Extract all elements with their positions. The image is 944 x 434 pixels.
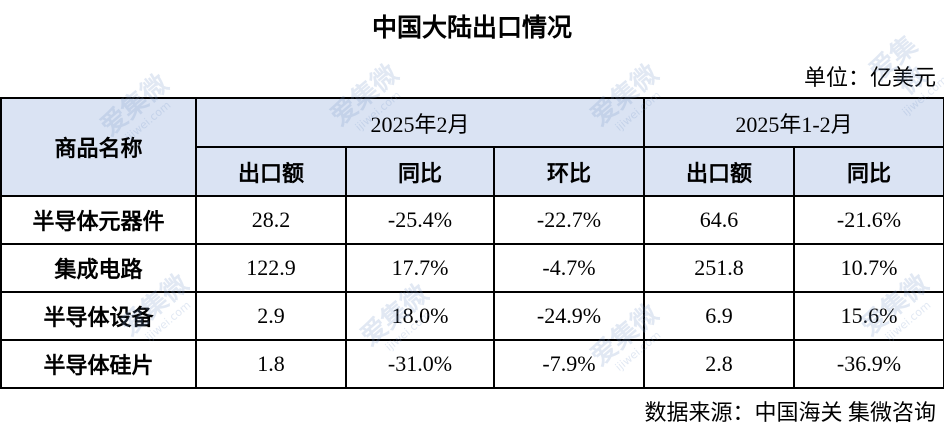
table-cell: -36.9% (792, 339, 944, 389)
table-row: 集成电路 122.9 17.7% -4.7% 251.8 10.7% (0, 243, 944, 293)
table-cell: -31.0% (345, 339, 495, 389)
table-cell: -24.9% (493, 291, 645, 341)
table-cell: -22.7% (493, 195, 645, 245)
table-cell: 2.9 (195, 291, 347, 341)
title: 中国大陆出口情况 (371, 15, 572, 42)
table-cell: 2.8 (643, 339, 795, 389)
header-cell: 出口额 (195, 146, 347, 197)
table-cell: 17.7% (345, 243, 495, 293)
table-row: 半导体硅片 1.8 -31.0% -7.9% 2.8 -36.9% (0, 339, 944, 389)
table-cell: 1.8 (195, 339, 347, 389)
table-cell: 10.7% (792, 243, 944, 293)
table-cell: -4.7% (493, 243, 645, 293)
header-row: 出口额 同比 环比 出口额 同比 (1, 146, 944, 197)
table-cell: 15.6% (792, 291, 944, 341)
header-cell: 环比 (493, 146, 645, 197)
table-cell: 18.0% (345, 291, 495, 341)
header-cell: 2025年1-2月 (642, 97, 944, 148)
row-name: 半导体设备 (0, 291, 197, 341)
row-name: 集成电路 (0, 243, 197, 293)
header-cell: 出口额 (643, 146, 795, 197)
table-row: 半导体设备 2.9 18.0% -24.9% 6.9 15.6% (0, 291, 944, 341)
source: 数据来源：中国海关 集微咨询 (644, 400, 936, 425)
table-cell: -21.6% (792, 195, 944, 245)
table-cell: 6.9 (643, 291, 795, 341)
table-cell: -7.9% (493, 339, 645, 389)
row-name: 半导体元器件 (0, 195, 197, 245)
unit: 单位：亿美元 (803, 65, 936, 90)
table-row: 半导体元器件 28.2 -25.4% -22.7% 64.6 -21.6% (0, 195, 944, 245)
header-row: 商品名称 2025年2月 2025年1-2月 (0, 97, 944, 197)
table-cell: -25.4% (345, 195, 495, 245)
table-cell: 122.9 (195, 243, 347, 293)
header-cell: 商品名称 (0, 97, 197, 197)
table-cell: 28.2 (195, 195, 347, 245)
export-table: 商品名称 2025年2月 2025年1-2月 出口额 同比 环比 出口额 同比 半导体元器件 28… (0, 97, 944, 389)
header-cell: 同比 (345, 146, 495, 197)
header-cell: 同比 (792, 146, 944, 197)
table-cell: 251.8 (643, 243, 795, 293)
row-name: 半导体硅片 (0, 339, 197, 389)
table-cell: 64.6 (643, 195, 795, 245)
header-cell: 2025年2月 (195, 97, 645, 148)
